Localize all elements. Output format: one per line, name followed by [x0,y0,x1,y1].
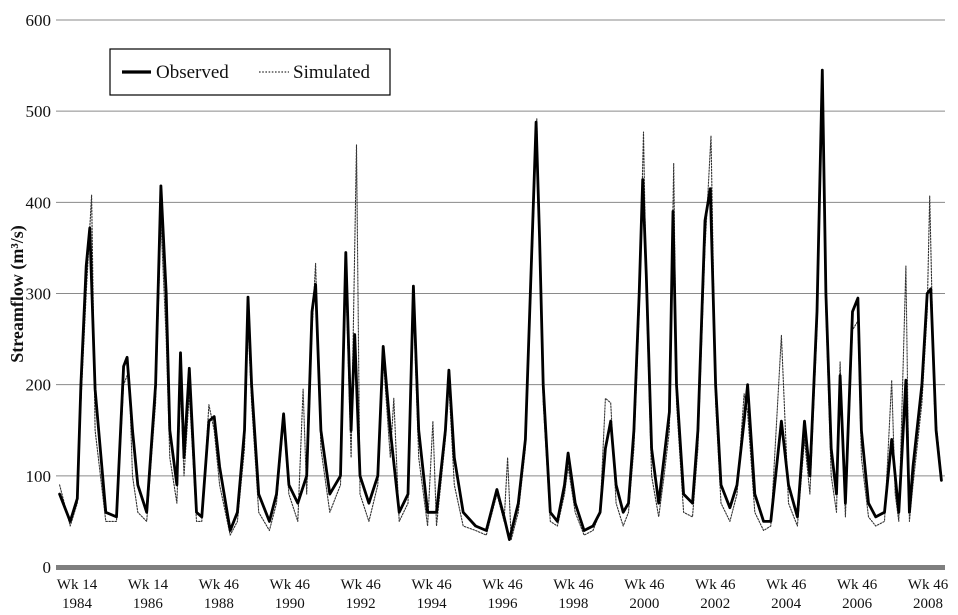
y-tick-label-200: 200 [26,376,52,395]
x-tick-label-4: Wk 46 1992 [340,577,381,612]
x-tick-label-12: Wk 46 2008 [908,577,949,612]
x-tick-label-7: Wk 46 1998 [553,577,594,612]
grid-lines [56,19,945,477]
x-axis-ticks: Wk 14 1984 Wk 14 1986 Wk 46 1988 Wk 46 1990 Wk 4… [57,577,949,612]
legend-label-observed: Observed [156,62,229,83]
series-line-observed [58,68,943,541]
legend-box [109,48,391,96]
x-tick-label-11: Wk 46 2006 [837,577,878,612]
legend: Observed Simulated [109,48,391,96]
y-tick-label-0: 0 [43,558,52,577]
x-tick-label-6: Wk 46 1996 [482,577,523,612]
x-tick-label-1: Wk 14 1986 [128,577,169,612]
x-tick-label-0: Wk 14 1984 [57,577,98,612]
x-tick-label-5: Wk 46 1994 [411,577,452,612]
x-tick-label-8: Wk 46 2000 [624,577,665,612]
y-tick-label-600: 600 [26,11,52,30]
legend-label-simulated: Simulated [293,62,371,83]
y-tick-label-300: 300 [26,285,52,304]
y-tick-label-100: 100 [26,467,52,486]
x-tick-label-3: Wk 46 1990 [270,577,311,612]
y-tick-label-400: 400 [26,193,52,212]
x-tick-label-10: Wk 46 2004 [766,577,807,612]
y-tick-label-500: 500 [26,102,52,121]
x-tick-label-9: Wk 46 2002 [695,577,736,612]
y-axis-ticks: 0 100 200 300 400 500 600 [26,11,52,577]
x-tick-label-2: Wk 46 1988 [199,577,240,612]
x-axis-line [56,565,945,570]
y-axis-title: Streamflow (m³/s) [7,225,28,363]
series-lines [58,68,943,541]
